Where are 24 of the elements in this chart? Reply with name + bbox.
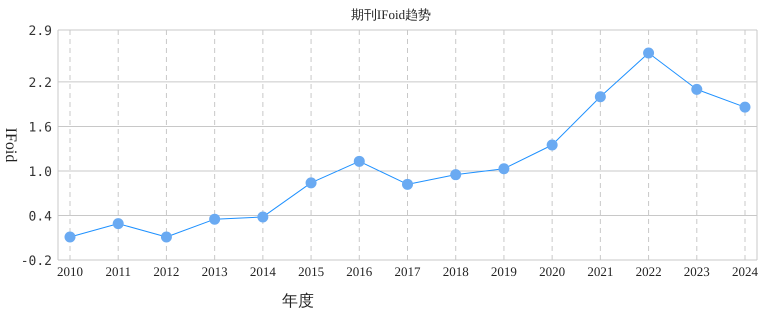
chart-title: 期刊IFoid趋势 <box>350 7 432 22</box>
x-axis-title: 年度 <box>282 292 314 310</box>
y-tick-label: 0.4 <box>28 209 52 224</box>
x-tick-label: 2013 <box>202 264 228 279</box>
y-tick-label: 2.2 <box>28 76 52 91</box>
x-tick-label: 2023 <box>684 264 710 279</box>
x-tick-label: 2014 <box>250 264 276 279</box>
x-tick-label: 2024 <box>732 264 758 279</box>
x-tick-label: 2022 <box>636 264 662 279</box>
y-tick-label: 1.6 <box>28 120 52 136</box>
x-tick-label: 2012 <box>153 264 180 279</box>
y-tick-label: 2.9 <box>28 24 52 39</box>
x-tick-label: 2019 <box>490 264 517 279</box>
x-tick-label: 2016 <box>346 264 373 279</box>
x-tick-label: 2021 <box>587 264 614 279</box>
x-tick-label: 2017 <box>394 264 421 279</box>
x-tick-label: 2015 <box>298 264 324 279</box>
x-tick-label: 2010 <box>57 264 83 279</box>
x-tick-label: 2020 <box>539 264 566 279</box>
y-tick-label: 1.0 <box>28 164 52 180</box>
x-tick-label: 2011 <box>105 264 131 279</box>
y-axis-title: IFoid <box>2 128 19 162</box>
y-tick-label: -0.2 <box>20 254 52 269</box>
x-tick-label: 2018 <box>442 264 469 279</box>
